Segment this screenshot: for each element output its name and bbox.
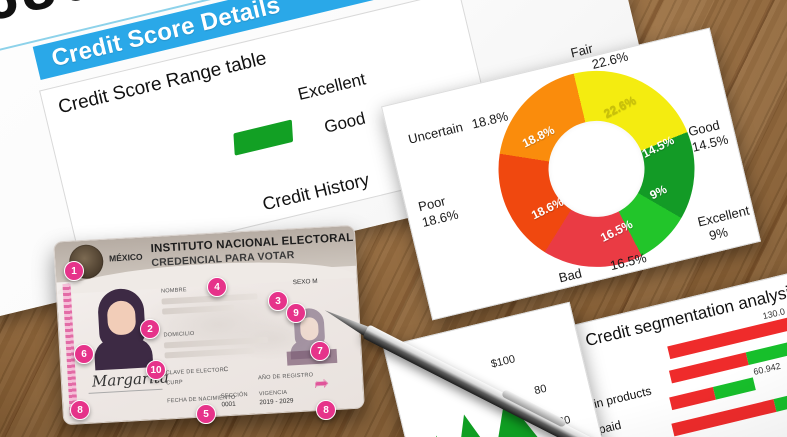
range-row-excellent: Excellent (296, 69, 368, 104)
callout-marker-3[interactable]: 3 (268, 291, 288, 311)
callout-marker-5[interactable]: 5 (196, 404, 216, 424)
donut-chart: 22.6% 14.5% 9% 16.5% 18.6% 18.8% (478, 50, 715, 288)
donut-legend-poor: Poor 18.6% (416, 193, 460, 231)
mini-tick-100: $100 (489, 353, 517, 371)
mini-tick-80: 80 (533, 382, 548, 398)
ine-field-sexo: SEXO M (292, 277, 318, 287)
mini-tick-60: 60 (557, 413, 572, 429)
callout-marker-8b[interactable]: 8 (316, 400, 336, 420)
callout-marker-6[interactable]: 6 (74, 344, 94, 364)
ine-field-vigencia-label: VIGENCIA (258, 389, 288, 398)
ine-field-curp-label: CURP (166, 379, 183, 387)
callout-marker-4[interactable]: 4 (207, 277, 227, 297)
ine-field-seccion-value: 0001 (221, 400, 236, 409)
ine-field-clave-value: C (223, 366, 229, 374)
segmentation-value-2: 60.942 (752, 360, 782, 377)
callout-marker-7[interactable]: 7 (310, 341, 330, 361)
callout-marker-10[interactable]: 10 (146, 360, 166, 380)
credit-score-value: 680 (0, 0, 103, 35)
ine-field-vigencia-value: 2019 - 2029 (259, 397, 294, 407)
callout-marker-8[interactable]: 8 (70, 400, 90, 420)
range-color-chip (233, 119, 294, 156)
donut-legend-good: Good 14.5% (686, 117, 730, 156)
range-row-good: Good (322, 108, 368, 137)
callout-marker-1[interactable]: 1 (64, 261, 84, 281)
ine-hologram-icon: ➦ (313, 373, 330, 394)
ine-country-label: MÉXICO (108, 251, 143, 264)
credit-history-label: Credit History (260, 169, 372, 215)
ine-voter-id-card[interactable]: MÉXICO INSTITUTO NACIONAL ELECTORAL CRED… (53, 224, 365, 426)
mini-area-series (411, 370, 558, 437)
callout-marker-9[interactable]: 9 (286, 303, 306, 323)
segmentation-bar-3 (669, 377, 756, 411)
ine-field-seccion-label: SECCIÓN (220, 391, 249, 400)
callout-marker-2[interactable]: 2 (140, 319, 160, 339)
mini-area-svg (432, 396, 555, 437)
